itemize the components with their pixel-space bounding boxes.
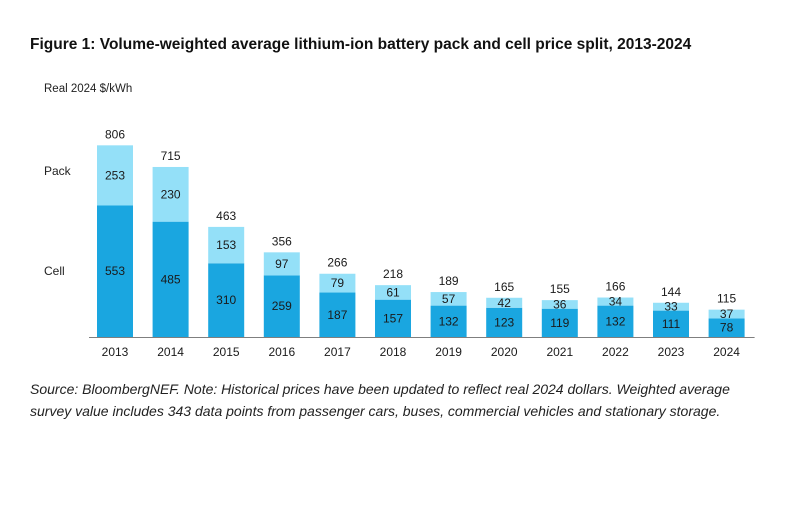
bar-cell-2024 [708,318,745,337]
bar-cell-2018 [375,299,411,337]
chart-title: Figure 1: Volume-weighted average lithiu… [30,36,692,53]
y-axis-label: Real 2024 $/kWh [44,83,132,95]
x-tick-2015: 2015 [213,345,240,359]
data-label-pack-2022: 34 [609,295,623,309]
bar-cell-2020 [486,307,523,337]
bar-pack-2017 [319,273,356,293]
bar-cell-2021 [541,308,578,337]
data-label-pack-2017: 79 [331,276,345,290]
data-label-pack-2020: 42 [498,296,512,310]
bar-cell-2023 [653,310,689,337]
bar-pack-2019 [430,292,467,306]
data-label-cell-2021: 119 [550,316,569,330]
data-label-total-2021: 155 [550,282,570,296]
bar-cell-2015 [208,263,245,337]
data-label-total-2024: 115 [717,292,736,306]
data-label-total-2020: 165 [494,280,514,294]
x-tick-2024: 2024 [713,345,740,359]
bar-pack-2020 [486,297,523,308]
data-label-cell-2023: 111 [662,317,681,331]
x-tick-2013: 2013 [102,345,129,359]
data-label-pack-2024: 37 [720,307,734,321]
x-tick-2016: 2016 [268,345,295,359]
data-label-cell-2024: 78 [720,321,734,335]
x-tick-2014: 2014 [157,345,184,359]
data-label-total-2016: 356 [272,234,292,248]
bar-pack-2013 [97,145,133,206]
bar-cell-2014 [152,221,189,337]
chart-svg: Real 2024 $/kWh Pack Cell 553 253 806 2013 4… [44,83,755,359]
bar-pack-2016 [263,252,300,276]
bar-pack-2021 [541,300,578,309]
data-label-pack-2016: 97 [275,257,289,271]
source-note: Source: BloombergNEF. Note: Historical p… [30,381,730,419]
x-tick-2017: 2017 [324,345,351,359]
data-label-cell-2016: 259 [272,299,292,313]
bar-pack-2015 [208,226,245,264]
bar-pack-2018 [375,285,411,300]
data-label-pack-2023: 33 [664,300,678,314]
data-label-cell-2019: 132 [439,314,459,328]
legend-cell: Cell [44,264,65,278]
data-label-cell-2017: 187 [327,308,347,322]
data-label-total-2013: 806 [105,127,125,141]
bar-cell-2013 [97,205,133,337]
data-label-pack-2015: 153 [216,238,236,252]
x-tick-2020: 2020 [491,345,518,359]
bar-pack-2014 [152,166,189,222]
data-label-total-2022: 166 [605,280,625,294]
data-label-pack-2021: 36 [553,297,567,311]
data-label-total-2019: 189 [439,274,459,288]
bar-pack-2024 [708,309,745,319]
legend-pack: Pack [44,164,72,178]
x-tick-2023: 2023 [658,345,685,359]
bar-cell-2016 [263,275,300,337]
data-label-total-2017: 266 [327,256,347,270]
data-label-cell-2018: 157 [383,311,403,325]
bar-cell-2022 [597,305,634,337]
data-label-pack-2019: 57 [442,292,456,306]
bar-pack-2023 [653,302,689,311]
x-tick-2021: 2021 [546,345,573,359]
data-label-total-2023: 144 [661,285,681,299]
data-label-pack-2018: 61 [386,285,400,299]
data-label-pack-2013: 253 [105,168,125,182]
data-label-cell-2013: 553 [105,264,125,278]
bar-cell-2019 [430,305,467,337]
data-label-cell-2022: 132 [605,314,625,328]
bar-cell-2017 [319,292,356,337]
data-label-cell-2014: 485 [161,272,181,286]
data-label-total-2014: 715 [161,149,181,163]
x-tick-2018: 2018 [380,345,407,359]
data-label-pack-2014: 230 [161,187,181,201]
bars-group: 553 253 806 2013 485 230 715 2014 310 153 463 2015 2… [97,127,745,359]
data-label-cell-2015: 310 [216,293,236,307]
x-tick-2019: 2019 [435,345,462,359]
bar-pack-2022 [597,297,634,306]
data-label-cell-2020: 123 [494,315,514,329]
data-label-total-2015: 463 [216,209,236,223]
x-tick-2022: 2022 [602,345,629,359]
data-label-total-2018: 218 [383,267,403,281]
